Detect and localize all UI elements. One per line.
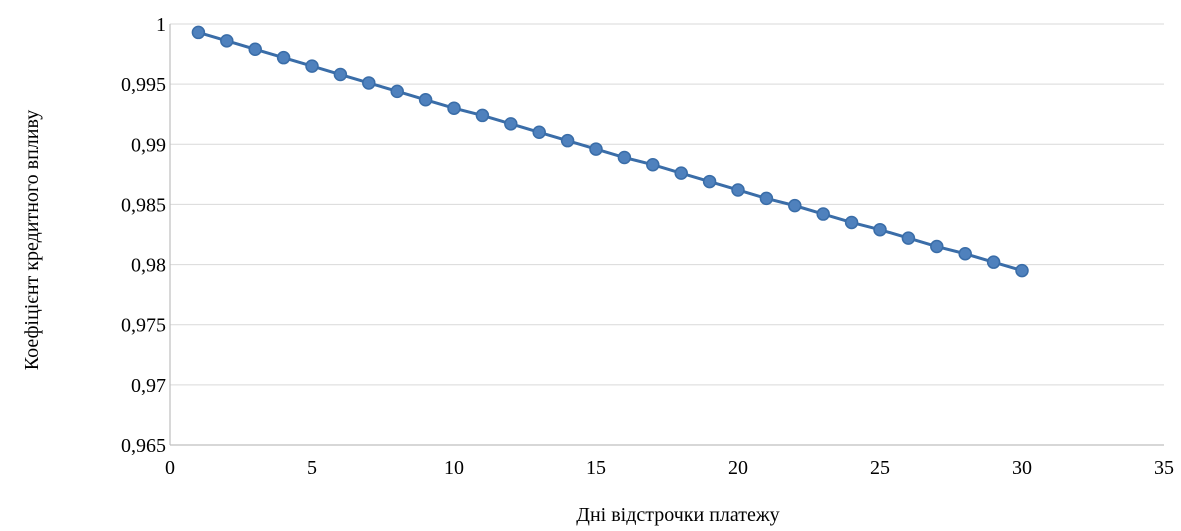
x-tick-label: 0 bbox=[165, 457, 175, 479]
data-point bbox=[731, 183, 745, 197]
x-tick-label: 5 bbox=[307, 457, 317, 479]
series-line bbox=[197, 30, 1023, 273]
data-point bbox=[930, 239, 944, 254]
y-axis-title: Коефіцієнт кредитного впливу bbox=[21, 110, 43, 370]
data-point bbox=[1015, 263, 1029, 278]
data-point bbox=[646, 157, 660, 172]
data-point bbox=[901, 231, 916, 245]
x-axis-title: Дні відстрочки платежу bbox=[576, 504, 779, 526]
data-point bbox=[816, 207, 830, 221]
data-point bbox=[986, 255, 1001, 269]
x-tick-label: 10 bbox=[444, 457, 464, 479]
x-tick-label: 35 bbox=[1154, 457, 1174, 479]
grid-layer bbox=[170, 23, 1164, 386]
y-tick-label: 0,98 bbox=[131, 255, 166, 277]
data-point bbox=[475, 108, 490, 123]
series-layer bbox=[191, 25, 1029, 278]
data-point bbox=[788, 198, 802, 213]
y-tick-label: 0,995 bbox=[121, 74, 166, 96]
x-tick-label: 15 bbox=[586, 457, 606, 479]
data-point bbox=[873, 222, 887, 237]
data-point bbox=[362, 76, 376, 90]
data-point bbox=[617, 150, 632, 165]
data-point bbox=[191, 25, 206, 40]
y-tick-label: 0,965 bbox=[121, 435, 166, 457]
y-tick-label: 0,97 bbox=[131, 375, 166, 397]
axis-layer bbox=[169, 24, 1164, 446]
data-point bbox=[759, 191, 774, 206]
data-point bbox=[958, 247, 972, 261]
data-point bbox=[418, 93, 433, 107]
y-tick-label: 0,975 bbox=[121, 315, 166, 337]
data-point bbox=[305, 59, 319, 73]
data-point bbox=[674, 166, 688, 180]
data-point bbox=[504, 117, 518, 131]
data-point bbox=[844, 215, 859, 230]
data-point bbox=[220, 34, 234, 48]
data-point bbox=[248, 42, 262, 57]
x-tick-label: 30 bbox=[1012, 457, 1032, 479]
y-tick-label: 1 bbox=[156, 14, 166, 36]
data-point bbox=[390, 84, 404, 99]
data-point bbox=[532, 125, 546, 140]
y-tick-label: 0,99 bbox=[131, 134, 166, 156]
data-point bbox=[447, 101, 461, 115]
y-tick-label: 0,985 bbox=[121, 194, 166, 216]
x-tick-label: 25 bbox=[870, 457, 890, 479]
data-point bbox=[276, 50, 291, 65]
x-tick-label: 20 bbox=[728, 457, 748, 479]
data-point bbox=[333, 67, 348, 82]
data-point bbox=[589, 142, 603, 156]
data-point bbox=[560, 133, 575, 148]
data-point bbox=[702, 174, 717, 189]
